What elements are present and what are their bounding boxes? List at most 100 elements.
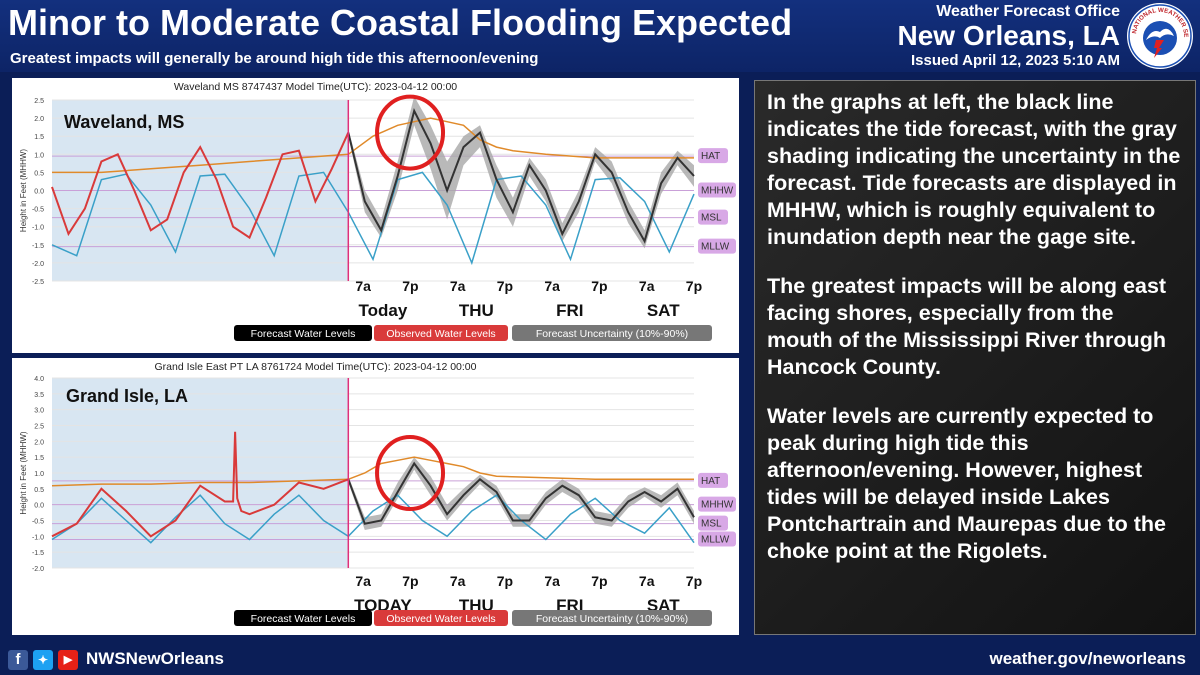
uncertainty-band (348, 457, 694, 530)
time-label: 7a (639, 278, 655, 294)
y-tick-label: 1.0 (34, 471, 44, 478)
uncertainty-band (348, 96, 694, 249)
explanation-paragraph-3: Water levels are currently expected to p… (767, 404, 1166, 563)
legend-label: Forecast Water Levels (251, 613, 356, 625)
y-tick-label: 4.0 (34, 376, 44, 383)
y-tick-label: -1.0 (32, 534, 44, 541)
time-label: 7a (450, 278, 466, 294)
reference-label-mhhw: MHHW (701, 500, 734, 511)
legend-swatch (374, 325, 508, 341)
page-subtitle: Greatest impacts will generally be aroun… (10, 50, 539, 67)
y-tick-label: -0.5 (32, 207, 44, 214)
y-tick-label: 1.5 (34, 455, 44, 462)
twitter-icon[interactable]: ✦ (33, 650, 53, 670)
reference-label-mllw: MLLW (701, 242, 730, 253)
office-line1: Weather Forecast Office (936, 3, 1120, 20)
time-label: 7p (591, 278, 607, 294)
legend-label: Forecast Uncertainty (10%-90%) (536, 613, 688, 625)
legend-label: Observed Water Levels (386, 613, 495, 625)
chart-title: Waveland MS 8747437 Model Time(UTC): 202… (174, 81, 457, 93)
day-label: THU (459, 301, 494, 320)
header-bar (0, 0, 1200, 72)
reference-label-hat: HAT (701, 151, 720, 162)
time-label: 7p (686, 278, 702, 294)
y-tick-label: 0.0 (34, 503, 44, 510)
y-tick-label: -1.5 (32, 243, 44, 250)
y-tick-label: 3.0 (34, 408, 44, 415)
forecast-water-line (347, 108, 695, 244)
reference-tag-mhhw (698, 496, 736, 512)
reference-tag-mllw (698, 238, 736, 254)
reference-label-hat: HAT (701, 476, 720, 487)
y-tick-label: 2.5 (34, 424, 44, 431)
explanation-paragraph-2: The greatest impacts will be along east … (767, 274, 1167, 379)
y-axis-label: Height in Feet (MHHW) (19, 431, 28, 514)
reference-tag-msl (698, 209, 728, 225)
threshold-line (51, 456, 694, 487)
y-tick-label: 0.5 (34, 170, 44, 177)
reference-tag-hat (698, 472, 728, 488)
chart-title: Grand Isle East PT LA 8761724 Model Time… (155, 361, 477, 373)
astronomical-tide-line (51, 171, 695, 266)
legend-label: Forecast Uncertainty (10%-90%) (536, 328, 688, 340)
observed-water-line (51, 431, 349, 538)
reference-label-mllw: MLLW (701, 535, 730, 546)
time-label: 7p (497, 573, 513, 589)
legend-swatch (234, 325, 372, 341)
y-axis-label: Height in Feet (MHHW) (19, 149, 28, 232)
time-label: 7a (450, 573, 466, 589)
location-label: Grand Isle, LA (66, 386, 188, 406)
legend-swatch (234, 610, 372, 626)
explanation-box: In the graphs at left, the black line in… (754, 80, 1196, 635)
y-tick-label: 0.0 (34, 189, 44, 196)
office-info: Weather Forecast Office New Orleans, LA … (897, 3, 1120, 71)
y-tick-label: -2.0 (32, 261, 44, 268)
y-tick-label: 1.5 (34, 134, 44, 141)
peak-highlight-circle (375, 94, 446, 171)
office-line2: New Orleans, LA (897, 20, 1120, 51)
location-label: Waveland, MS (64, 112, 184, 132)
time-label: 7a (355, 278, 371, 294)
page-title: Minor to Moderate Coastal Flooding Expec… (8, 2, 793, 43)
y-tick-label: -2.5 (32, 279, 44, 286)
reference-label-mhhw: MHHW (701, 186, 734, 197)
reference-tag-msl (698, 515, 728, 531)
legend-swatch (374, 610, 508, 626)
reference-tag-mhhw (698, 182, 736, 198)
y-tick-label: 2.0 (34, 439, 44, 446)
facebook-icon[interactable]: f (8, 650, 28, 670)
day-label: FRI (556, 301, 583, 320)
day-label: Today (359, 301, 408, 320)
y-tick-label: 2.0 (34, 116, 44, 123)
observed-water-line (51, 132, 350, 240)
legend-swatch (512, 610, 712, 626)
grand-isle-chart-panel: 4.0 3.5 3.0 2.5 2.0 1.5 1.0 0.5 0.0 -0.5 -1.0 -1.5 -… (12, 358, 739, 635)
website-link[interactable]: weather.gov/neworleans (989, 649, 1186, 668)
y-tick-label: 3.5 (34, 392, 44, 399)
grand-isle-chart: 4.0 3.5 3.0 2.5 2.0 1.5 1.0 0.5 0.0 -0.5 -1.0 -1.5 -… (19, 361, 736, 626)
youtube-icon[interactable]: ▶ (58, 650, 78, 670)
astronomical-tide-line (51, 494, 695, 544)
time-label: 7a (544, 573, 560, 589)
legend-label: Forecast Water Levels (251, 328, 356, 340)
time-label: 7a (544, 278, 560, 294)
time-label: 7p (497, 278, 513, 294)
footer-bar (0, 645, 1200, 675)
y-tick-label: -2.0 (32, 566, 44, 573)
social-handle[interactable]: NWSNewOrleans (86, 649, 224, 668)
time-label: 7p (591, 573, 607, 589)
reference-label-msl: MSL (701, 213, 722, 224)
time-label: 7a (355, 573, 371, 589)
time-label: 7p (402, 278, 418, 294)
y-tick-label: 2.5 (34, 98, 44, 105)
legend-label: Observed Water Levels (386, 328, 495, 340)
y-tick-label: 0.5 (34, 487, 44, 494)
y-tick-label: -1.5 (32, 550, 44, 557)
nws-logo-icon: NATIONAL WEATHER SERVICE (1126, 2, 1193, 69)
y-tick-label: -1.0 (32, 225, 44, 232)
peak-highlight-circle (375, 435, 446, 511)
reference-tag-hat (698, 148, 728, 164)
day-label: SAT (647, 301, 680, 320)
legend-swatch (512, 325, 712, 341)
y-tick-label: 1.0 (34, 152, 44, 159)
